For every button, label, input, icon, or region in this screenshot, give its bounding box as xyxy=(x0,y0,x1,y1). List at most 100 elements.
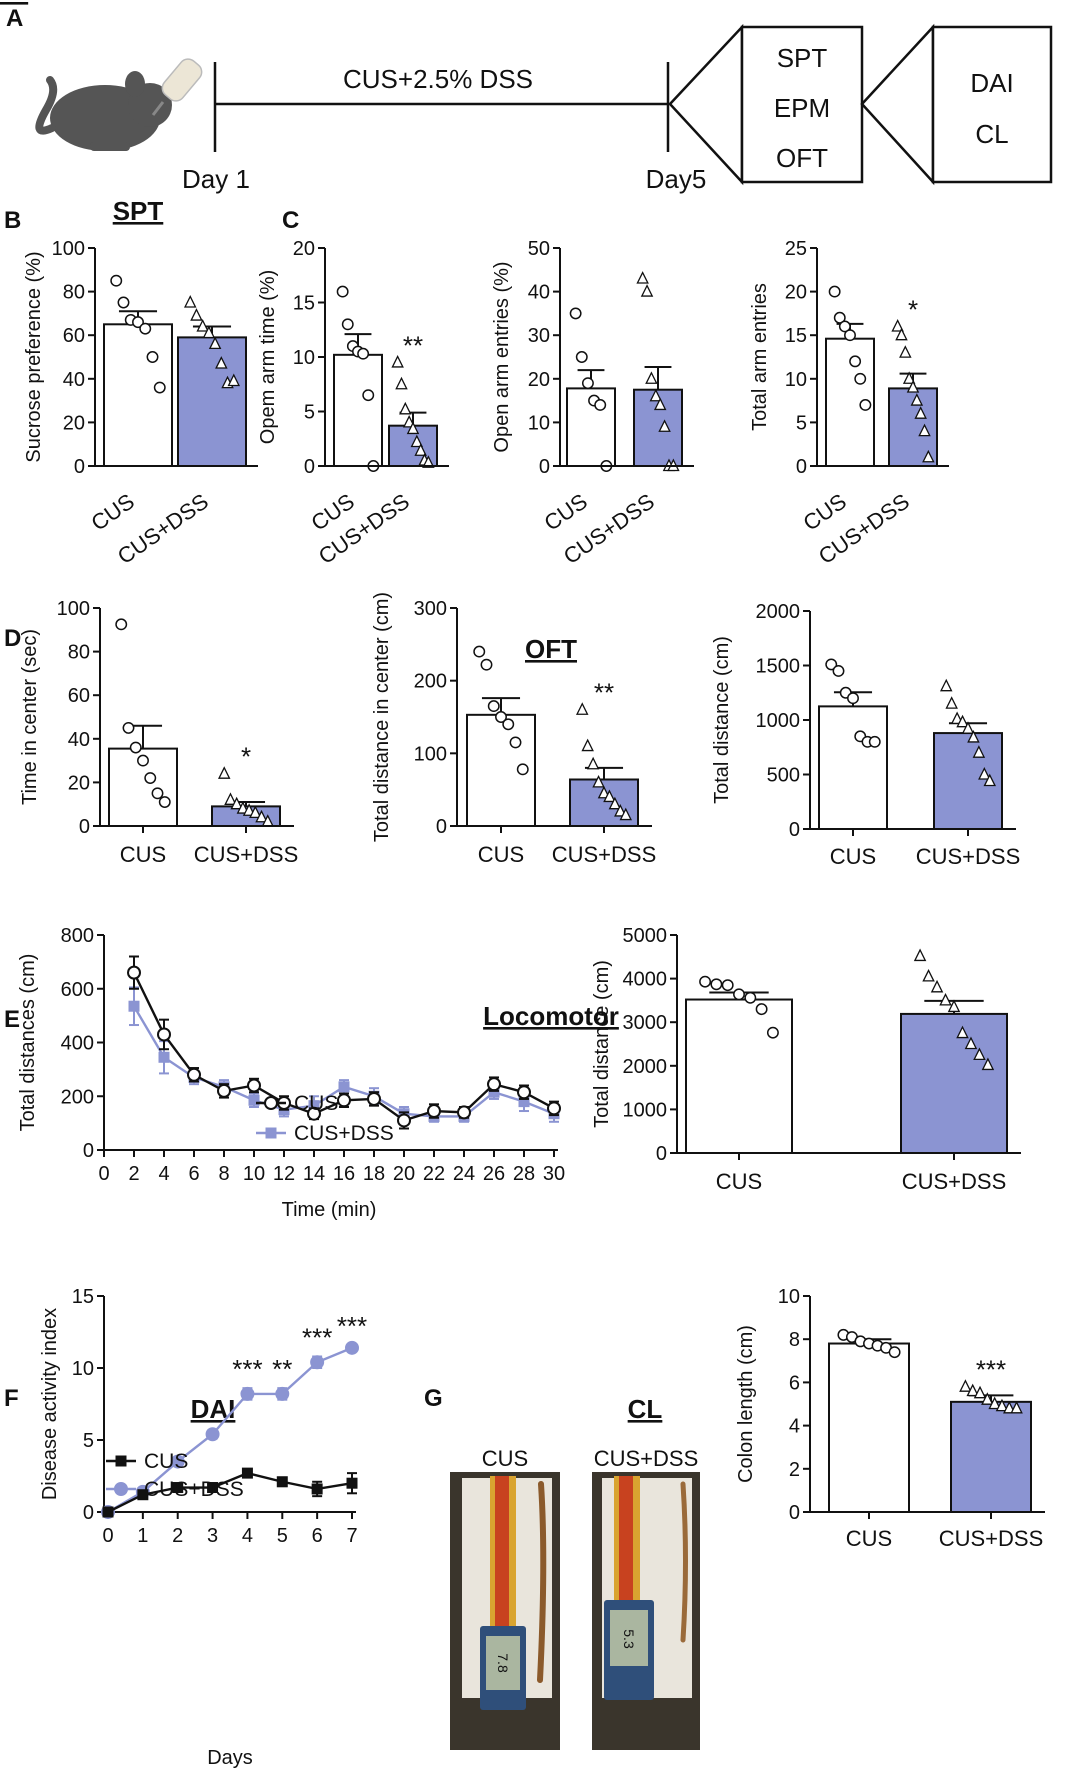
data-point xyxy=(247,1078,261,1093)
data-point xyxy=(205,1427,220,1442)
y-axis-label: Total distance (cm) xyxy=(591,960,613,1128)
data-point xyxy=(242,803,256,816)
y-tick-label: 0 xyxy=(436,816,447,838)
bar-cus xyxy=(828,1342,910,1514)
data-point xyxy=(414,443,427,456)
x-tick-label: 28 xyxy=(513,1163,535,1185)
caliper-reading-cus-dss: 5.3 xyxy=(621,1629,637,1649)
data-point xyxy=(956,1025,969,1039)
significance-label: *** xyxy=(976,1355,1006,1385)
panel-letter-f: F xyxy=(4,1385,19,1412)
data-point xyxy=(115,618,128,631)
data-point xyxy=(255,809,268,823)
legend-marker xyxy=(265,1127,277,1139)
data-point xyxy=(832,665,845,677)
significance-label: *** xyxy=(232,1354,262,1384)
legend-marker xyxy=(114,1482,128,1496)
colon-photo-cus: 7.8 xyxy=(450,1472,560,1750)
y-tick-label: 10 xyxy=(293,347,315,369)
category-label: CUS xyxy=(539,489,591,536)
y-tick-label: 0 xyxy=(539,456,550,478)
bar-cus-dss xyxy=(950,1400,1032,1513)
data-point xyxy=(153,381,166,394)
significance-label: *** xyxy=(337,1311,367,1341)
data-point xyxy=(183,295,197,308)
data-point xyxy=(619,807,633,821)
data-point xyxy=(614,804,627,817)
y-tick-label: 10 xyxy=(785,369,807,391)
x-tick-label: 4 xyxy=(242,1525,253,1547)
data-point xyxy=(918,423,931,437)
legend: CUS CUS+DSS xyxy=(256,1092,394,1145)
x-tick-label: 1 xyxy=(137,1525,148,1547)
legend: CUS CUS+DSS xyxy=(106,1450,244,1501)
category-label: CUS xyxy=(86,489,138,536)
data-point xyxy=(117,296,130,309)
chart-colon-length: 0 2 4 6 8 10 Colon length (cm) CUS *** CUS+DSS xyxy=(735,1286,1045,1551)
y-tick-label: 800 xyxy=(61,925,94,947)
data-point xyxy=(1003,1400,1016,1414)
data-point xyxy=(828,285,841,298)
data-point xyxy=(230,796,243,810)
legend-label: CUS xyxy=(144,1450,188,1473)
data-point xyxy=(899,345,912,358)
y-tick-label: 30 xyxy=(528,325,550,347)
y-tick-label: 0 xyxy=(789,1502,800,1524)
final-box-line-2: CL xyxy=(975,119,1008,149)
data-point xyxy=(961,721,975,734)
data-point xyxy=(345,1340,359,1355)
data-point xyxy=(967,729,980,743)
data-point xyxy=(128,1000,140,1012)
x-tick-label: 2 xyxy=(172,1525,183,1547)
series-cus xyxy=(102,1467,358,1518)
y-tick-label: 0 xyxy=(79,816,90,838)
data-point xyxy=(868,735,881,748)
data-point xyxy=(1010,1400,1023,1414)
data-point xyxy=(844,329,856,342)
legend-marker xyxy=(115,1455,127,1467)
data-point xyxy=(947,999,961,1013)
panel-g-photos: CL CUS CUS+DSS 7.8 5.3 xyxy=(450,1394,700,1750)
y-tick-label: 4 xyxy=(789,1416,800,1438)
panel-letter-g: G xyxy=(424,1385,443,1412)
legend-label: CUS+DSS xyxy=(294,1122,394,1145)
x-tick-label: 4 xyxy=(158,1163,169,1185)
cl-title: CL xyxy=(628,1394,663,1424)
y-tick-label: 2000 xyxy=(756,601,801,623)
tests-arrow xyxy=(668,23,744,186)
data-point xyxy=(902,371,916,384)
data-point xyxy=(170,1454,185,1469)
data-point xyxy=(410,434,424,448)
data-point xyxy=(509,736,522,749)
significance-label: ** xyxy=(272,1354,292,1384)
data-point xyxy=(249,805,262,819)
data-point xyxy=(721,979,734,992)
chart-oft-center-distance: OFT 0 100 200 300 Total distance in center (c… xyxy=(371,592,656,867)
y-axis-label: Total distance in center (cm) xyxy=(371,592,393,842)
panel-letter-c: C xyxy=(282,207,299,234)
day-end-label: Day5 xyxy=(646,164,707,194)
x-tick-label: 7 xyxy=(346,1525,357,1547)
y-axis-label: Sucrose preference (%) xyxy=(23,251,45,462)
data-point xyxy=(397,1113,411,1128)
data-point xyxy=(146,351,159,363)
data-point xyxy=(581,377,594,390)
chart-oft-total-distance: 0 500 1000 1500 2000 Total distance (cm) CUS CU… xyxy=(711,601,1020,869)
significance-label: * xyxy=(908,294,918,324)
data-point xyxy=(427,1104,441,1119)
x-tick-label: 22 xyxy=(423,1163,445,1185)
data-point xyxy=(367,1091,381,1106)
category-label: CUS+DSS xyxy=(194,842,299,867)
data-point xyxy=(988,1396,1001,1410)
data-point xyxy=(158,1051,170,1063)
y-tick-label: 0 xyxy=(656,1143,667,1165)
y-tick-label: 20 xyxy=(785,282,807,304)
data-point xyxy=(227,373,241,387)
data-point xyxy=(597,785,611,799)
data-point xyxy=(649,388,663,402)
data-point xyxy=(399,401,412,415)
y-tick-label: 100 xyxy=(57,598,90,620)
y-tick-label: 40 xyxy=(528,282,550,304)
